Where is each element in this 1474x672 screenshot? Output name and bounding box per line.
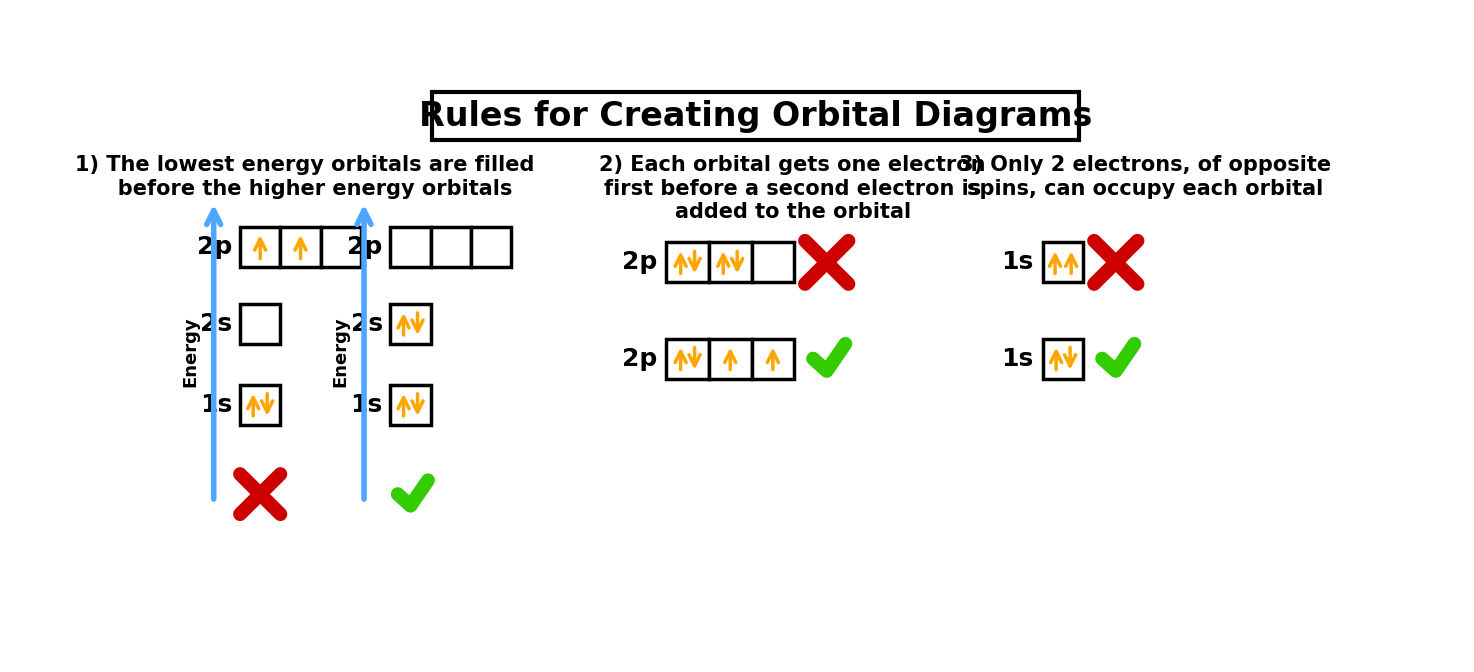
Bar bbox=[432, 92, 1079, 140]
Bar bbox=[391, 304, 430, 344]
Bar bbox=[709, 243, 752, 282]
Text: 1) The lowest energy orbitals are filled
   before the higher energy orbitals: 1) The lowest energy orbitals are filled… bbox=[75, 155, 534, 198]
Bar bbox=[752, 243, 794, 282]
Bar bbox=[666, 339, 709, 378]
Text: Energy: Energy bbox=[181, 317, 199, 387]
Text: 1s: 1s bbox=[351, 393, 383, 417]
Text: 2p: 2p bbox=[622, 347, 657, 371]
Bar bbox=[1044, 339, 1083, 378]
Text: 2s: 2s bbox=[351, 312, 383, 336]
Bar bbox=[666, 243, 709, 282]
Bar bbox=[280, 227, 321, 267]
Bar bbox=[240, 385, 280, 425]
Bar bbox=[1044, 243, 1083, 282]
Text: 1s: 1s bbox=[1001, 347, 1033, 371]
Bar bbox=[240, 304, 280, 344]
Bar bbox=[752, 339, 794, 378]
Bar bbox=[472, 227, 511, 267]
Text: Rules for Creating Orbital Diagrams: Rules for Creating Orbital Diagrams bbox=[419, 99, 1092, 132]
Text: 1s: 1s bbox=[1001, 251, 1033, 274]
Bar bbox=[321, 227, 361, 267]
Bar bbox=[240, 227, 280, 267]
Text: 2) Each orbital gets one electron
first before a second electron is
added to the: 2) Each orbital gets one electron first … bbox=[600, 155, 986, 222]
Text: 2s: 2s bbox=[200, 312, 233, 336]
Text: 2p: 2p bbox=[198, 235, 233, 259]
Text: 2p: 2p bbox=[348, 235, 383, 259]
Text: 3) Only 2 electrons, of opposite
spins, can occupy each orbital: 3) Only 2 electrons, of opposite spins, … bbox=[960, 155, 1331, 198]
Bar bbox=[430, 227, 472, 267]
Text: 2p: 2p bbox=[622, 251, 657, 274]
Bar bbox=[391, 385, 430, 425]
Text: Energy: Energy bbox=[332, 317, 349, 387]
Bar bbox=[709, 339, 752, 378]
Text: 1s: 1s bbox=[200, 393, 233, 417]
Bar bbox=[391, 227, 430, 267]
